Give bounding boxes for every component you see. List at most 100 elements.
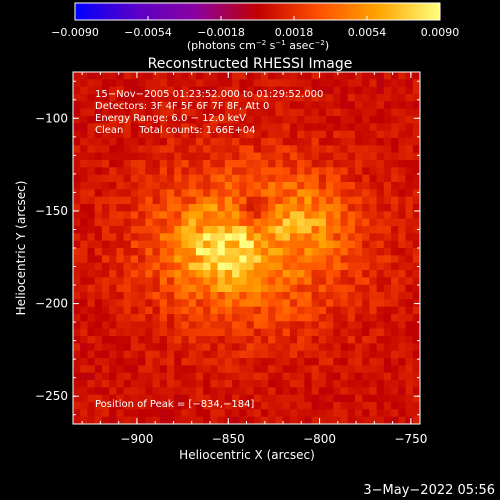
heatmap-cell xyxy=(412,204,420,212)
heatmap-cell xyxy=(94,299,103,308)
heatmap-cell xyxy=(376,306,385,315)
heatmap-cell xyxy=(159,116,168,124)
heatmap-cell xyxy=(246,358,255,366)
heatmap-cell xyxy=(282,233,291,242)
heatmap-cell xyxy=(73,321,81,330)
heatmap-cell xyxy=(73,343,81,352)
heatmap-cell xyxy=(101,409,110,418)
heatmap-cell xyxy=(376,343,385,352)
heatmap-cell xyxy=(311,284,320,293)
heatmap-cell xyxy=(405,248,414,256)
heatmap-cell xyxy=(101,72,110,80)
heatmap-cell xyxy=(239,372,248,381)
heatmap-cell xyxy=(268,204,277,212)
heatmap-cell xyxy=(152,292,161,300)
heatmap-cell xyxy=(326,211,334,220)
heatmap-cell xyxy=(73,123,81,132)
heatmap-cell xyxy=(87,321,96,330)
heatmap-cell xyxy=(282,255,291,264)
heatmap-cell xyxy=(138,204,146,212)
heatmap-cell xyxy=(268,108,277,117)
heatmap-cell xyxy=(109,394,117,403)
heatmap-cell xyxy=(340,218,349,227)
heatmap-cell xyxy=(73,138,81,146)
heatmap-cell xyxy=(391,94,399,102)
heatmap-cell xyxy=(87,365,96,374)
heatmap-cell xyxy=(210,204,219,212)
heatmap-cell xyxy=(188,211,197,220)
heatmap-cell xyxy=(412,152,420,161)
heatmap-cell xyxy=(347,167,356,176)
heatmap-cell xyxy=(354,218,363,227)
heatmap-cell xyxy=(123,394,132,403)
heatmap-cell xyxy=(268,336,277,344)
heatmap-cell xyxy=(181,152,190,161)
heatmap-cell xyxy=(297,372,305,381)
heatmap-cell xyxy=(94,226,103,234)
heatmap-cell xyxy=(282,94,291,102)
heatmap-cell xyxy=(210,130,219,139)
heatmap-cell xyxy=(123,262,132,271)
heatmap-cell xyxy=(188,409,197,418)
heatmap-cell xyxy=(210,409,219,418)
heatmap-cell xyxy=(275,79,284,88)
heatmap-cell xyxy=(123,211,132,220)
heatmap-cell xyxy=(347,189,356,198)
heatmap-cell xyxy=(362,226,370,234)
heatmap-cell xyxy=(333,284,342,293)
heatmap-cell xyxy=(412,314,420,322)
heatmap-cell xyxy=(253,240,262,249)
heatmap-cell xyxy=(159,321,168,330)
heatmap-cell xyxy=(289,343,298,352)
heatmap-cell xyxy=(405,299,414,308)
heatmap-cell xyxy=(289,145,298,154)
heatmap-cell xyxy=(333,270,342,278)
heatmap-cell xyxy=(391,299,399,308)
heatmap-cell xyxy=(181,358,190,366)
heatmap-cell xyxy=(268,387,277,396)
heatmap-cell xyxy=(354,358,363,366)
heatmap-cell xyxy=(383,233,392,242)
heatmap-cell xyxy=(362,123,370,132)
heatmap-cell xyxy=(275,262,284,271)
heatmap-cell xyxy=(210,145,219,154)
heatmap-cell xyxy=(318,284,327,293)
heatmap-cell xyxy=(304,306,313,315)
heatmap-cell xyxy=(217,306,226,315)
heatmap-cell xyxy=(318,101,327,110)
heatmap-cell xyxy=(217,299,226,308)
heatmap-cell xyxy=(166,130,175,139)
heatmap-cell xyxy=(369,284,378,293)
heatmap-cell xyxy=(210,343,219,352)
heatmap-cell xyxy=(73,248,81,256)
heatmap-cell xyxy=(398,314,407,322)
heatmap-cell xyxy=(297,394,305,403)
heatmap-cell xyxy=(109,284,117,293)
heatmap-cell xyxy=(232,262,240,271)
heatmap-cell xyxy=(246,380,255,388)
heatmap-cell xyxy=(188,306,197,315)
heatmap-cell xyxy=(94,358,103,366)
heatmap-cell xyxy=(232,394,240,403)
heatmap-cell xyxy=(354,123,363,132)
heatmap-cell xyxy=(80,292,89,300)
heatmap-cell xyxy=(340,204,349,212)
heatmap-cell xyxy=(159,94,168,102)
heatmap-cell xyxy=(268,79,277,88)
heatmap-cell xyxy=(210,79,219,88)
heatmap-cell xyxy=(224,160,233,168)
heatmap-cell xyxy=(354,101,363,110)
heatmap-cell xyxy=(260,416,269,424)
heatmap-cell xyxy=(282,174,291,183)
heatmap-cell xyxy=(116,160,125,168)
heatmap-cell xyxy=(405,314,414,322)
heatmap-cell xyxy=(138,94,146,102)
heatmap-cell xyxy=(289,152,298,161)
heatmap-cell xyxy=(217,196,226,205)
heatmap-cell xyxy=(130,358,139,366)
heatmap-cell xyxy=(188,226,197,234)
heatmap-cell xyxy=(289,233,298,242)
heatmap-cell xyxy=(138,167,146,176)
heatmap-cell xyxy=(246,299,255,308)
heatmap-cell xyxy=(369,94,378,102)
